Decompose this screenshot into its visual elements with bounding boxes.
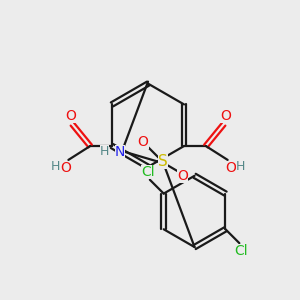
Text: H: H xyxy=(100,146,109,158)
Text: N: N xyxy=(115,145,125,159)
Text: Cl: Cl xyxy=(235,244,248,258)
Text: O: O xyxy=(65,109,76,123)
Text: H: H xyxy=(51,160,60,173)
Text: O: O xyxy=(60,161,71,175)
Text: O: O xyxy=(177,169,188,183)
Text: O: O xyxy=(138,135,148,149)
Text: Cl: Cl xyxy=(141,165,155,179)
Text: O: O xyxy=(225,161,236,175)
Text: H: H xyxy=(236,160,245,173)
Text: O: O xyxy=(220,109,231,123)
Text: S: S xyxy=(158,154,168,169)
